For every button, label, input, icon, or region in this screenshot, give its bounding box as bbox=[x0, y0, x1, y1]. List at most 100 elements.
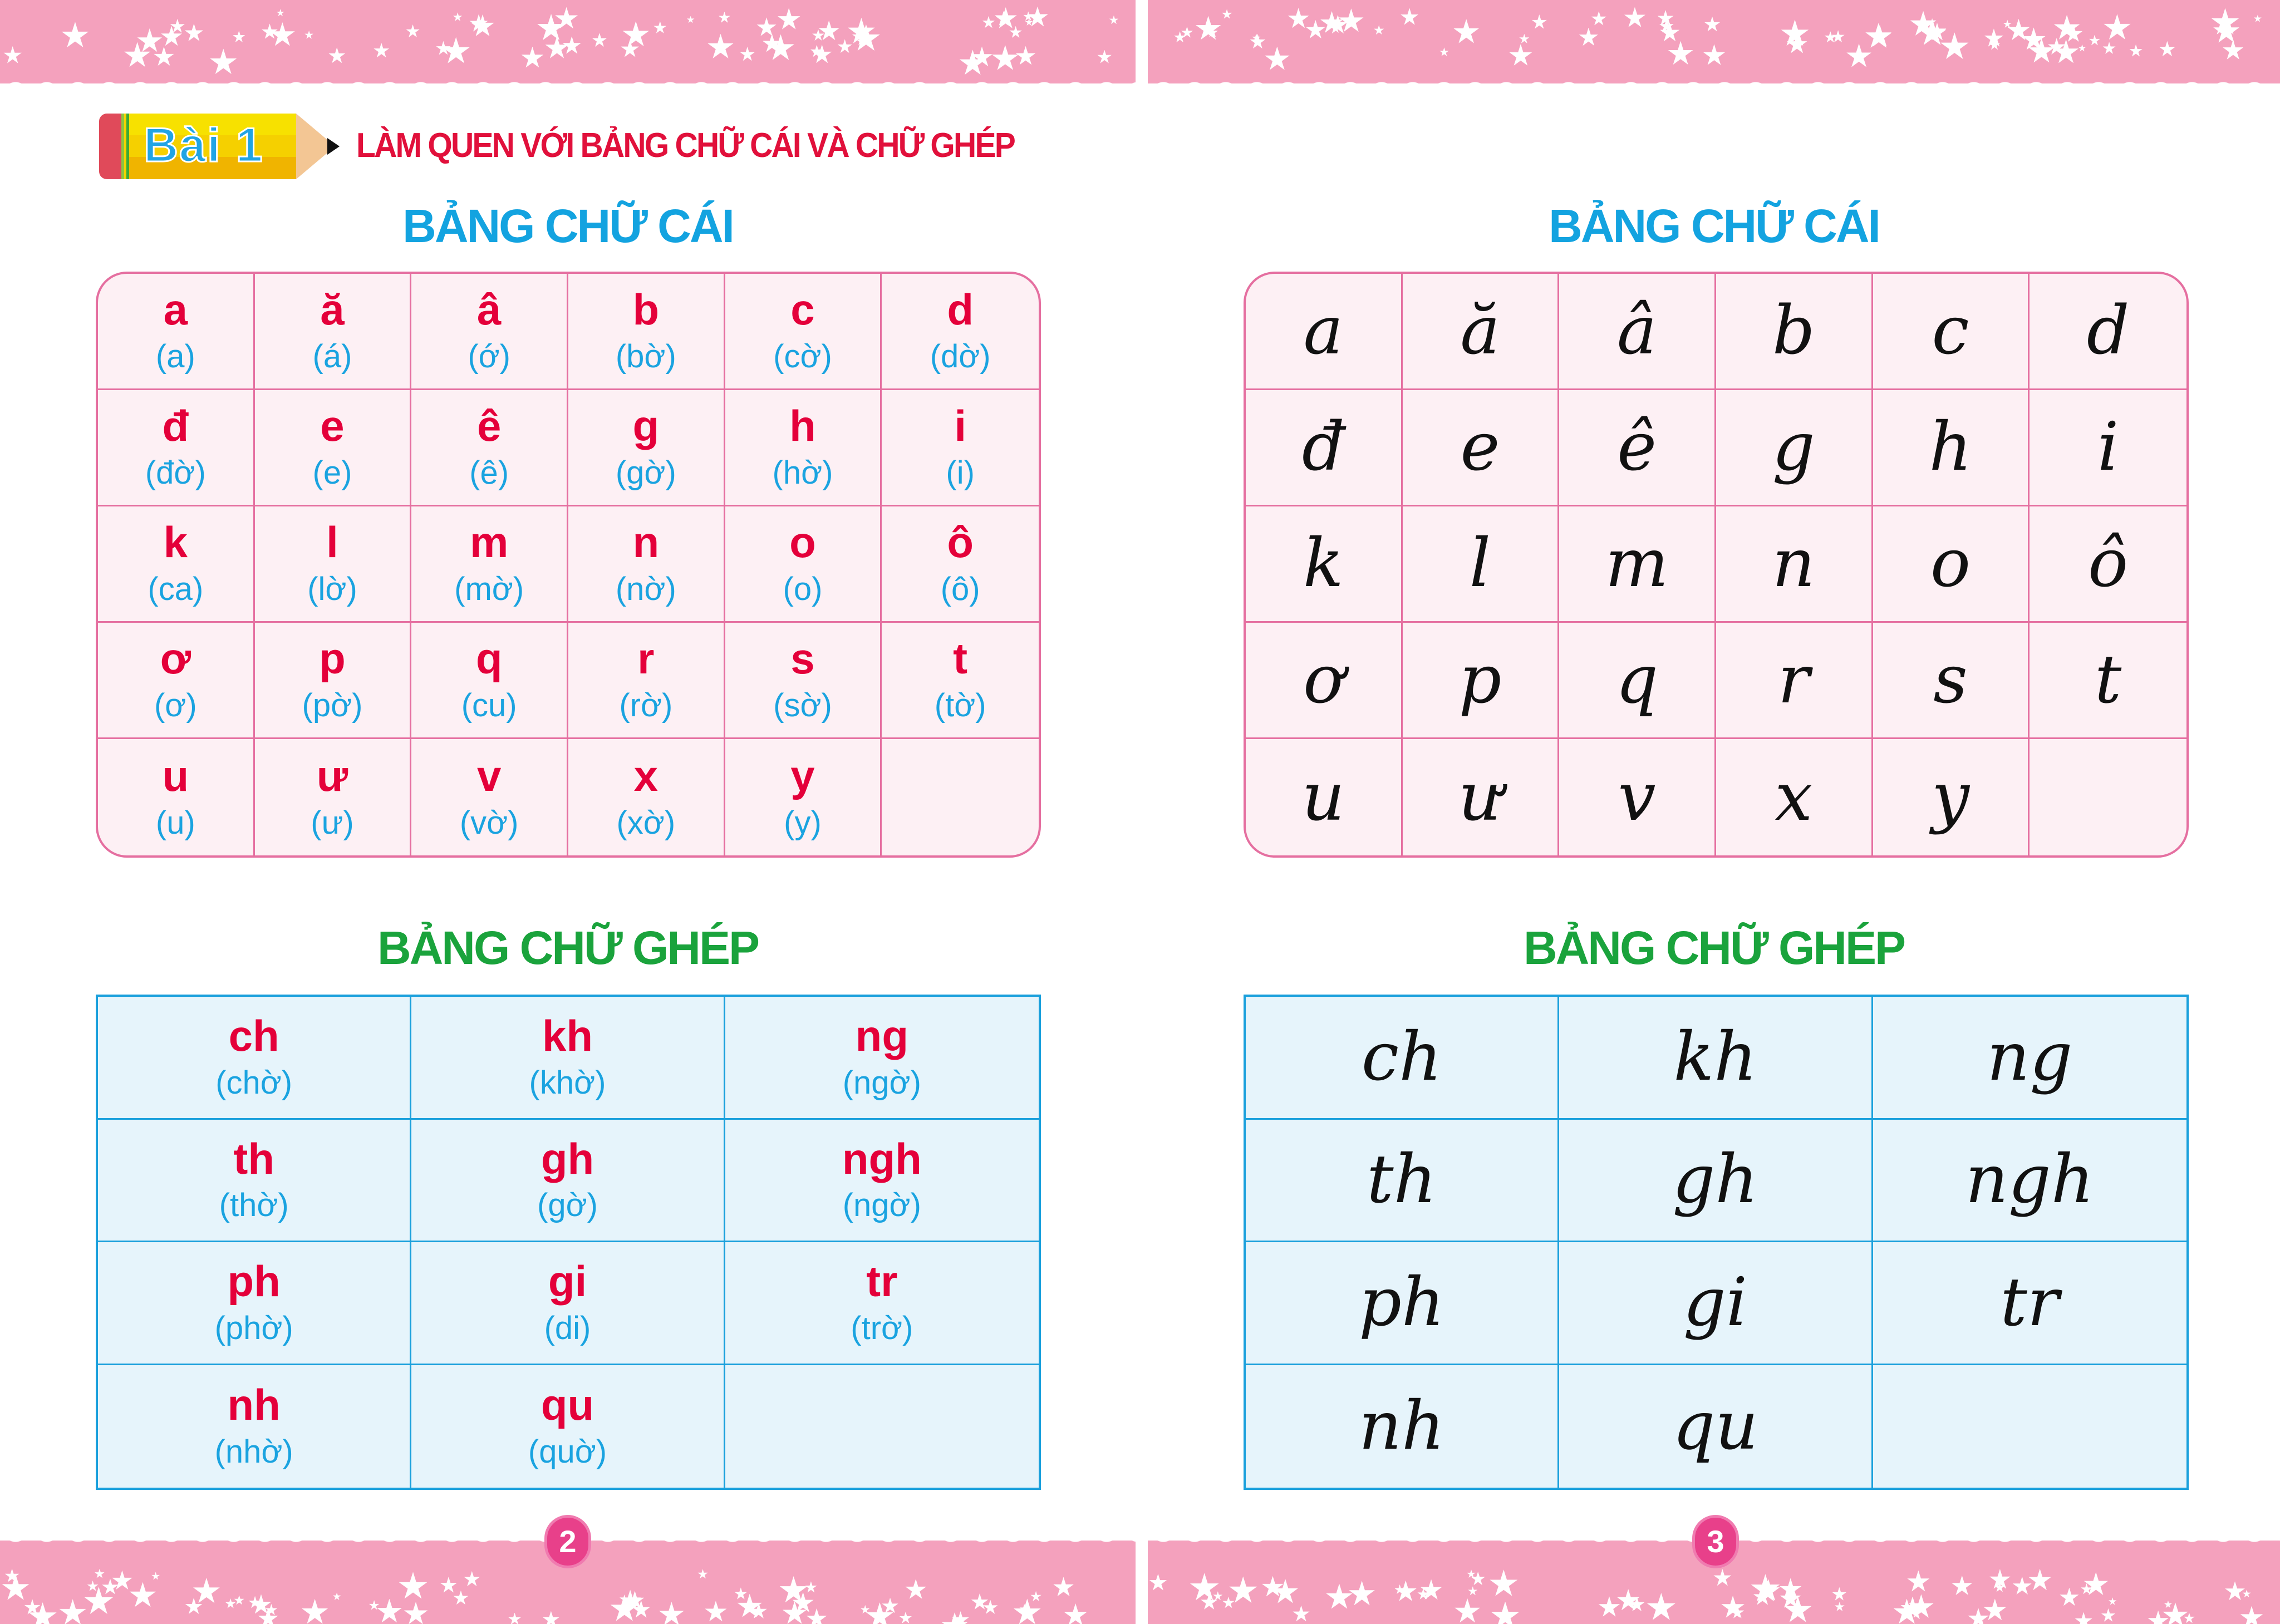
alphabet-cursive-letter: s bbox=[1933, 641, 1968, 719]
star-icon bbox=[1222, 9, 1232, 19]
digraph-pronunciation: (ngờ) bbox=[842, 1064, 921, 1101]
star-icon bbox=[258, 1608, 278, 1624]
star-icon bbox=[1305, 19, 1325, 38]
digraph-cell: tr bbox=[1873, 1242, 2186, 1365]
star-icon bbox=[1349, 1581, 1375, 1606]
star-icon bbox=[756, 17, 777, 36]
digraph-pronunciation: (phờ) bbox=[214, 1310, 293, 1346]
digraph-cell: qu bbox=[1559, 1365, 1873, 1488]
digraph-cursive-letter: th bbox=[1367, 1141, 1437, 1219]
alphabet-cell: a bbox=[1246, 274, 1403, 390]
alphabet-letter: ê bbox=[476, 401, 502, 451]
star-icon bbox=[621, 40, 639, 57]
star-icon bbox=[234, 1595, 244, 1605]
alphabet-cell: s (sờ) bbox=[725, 623, 882, 739]
alphabet-cell: a (a) bbox=[98, 274, 255, 390]
alphabet-cursive-letter: n bbox=[1772, 525, 1815, 602]
alphabet-letter: a bbox=[163, 285, 188, 334]
pencil-ring bbox=[121, 114, 129, 179]
digraph-pronunciation: (nhờ) bbox=[214, 1433, 293, 1470]
alphabet-cursive-letter: ă bbox=[1460, 292, 1500, 370]
alphabet-cell: o bbox=[1873, 506, 2030, 623]
star-icon bbox=[1030, 1591, 1041, 1601]
star-icon bbox=[102, 1578, 119, 1595]
digraph-pronunciation: (thờ) bbox=[219, 1187, 289, 1224]
alphabet-pronunciation: (ớ) bbox=[468, 338, 510, 375]
star-icon bbox=[440, 1577, 457, 1593]
star-icon bbox=[1865, 23, 1892, 48]
alphabet-cell: y (y) bbox=[725, 739, 882, 855]
alphabet-cell: x bbox=[1716, 739, 1873, 855]
alphabet-letter: y bbox=[790, 751, 815, 800]
star-icon bbox=[812, 29, 824, 41]
alphabet-cell: t bbox=[2030, 623, 2186, 739]
star-icon bbox=[1149, 1573, 1167, 1591]
alphabet-cell: q (cu) bbox=[411, 623, 568, 739]
pencil-body bbox=[129, 114, 296, 179]
alphabet-pronunciation: (a) bbox=[155, 338, 195, 375]
star-icon bbox=[2084, 1572, 2109, 1595]
star-icon bbox=[2184, 1612, 2195, 1623]
alphabet-cursive-letter: q bbox=[1615, 641, 1659, 719]
alphabet-letter: r bbox=[637, 634, 655, 683]
alphabet-cell: n bbox=[1716, 506, 1873, 623]
alphabet-cursive-letter: y bbox=[1932, 758, 1969, 836]
star-icon bbox=[982, 1600, 998, 1614]
star-icon bbox=[740, 46, 755, 61]
star-icon bbox=[154, 46, 174, 66]
star-icon bbox=[376, 1598, 402, 1623]
star-icon bbox=[184, 23, 203, 41]
alphabet-letter: i bbox=[954, 401, 966, 451]
star-icon bbox=[971, 1593, 989, 1610]
star-icon bbox=[1490, 1569, 1518, 1596]
digraph-heading: BẢNG CHỮ GHÉP bbox=[1523, 922, 1906, 974]
digraph-cursive-letter: kh bbox=[1673, 1018, 1757, 1096]
star-icon bbox=[1531, 14, 1547, 29]
alphabet-pronunciation: (ô) bbox=[940, 571, 980, 608]
star-icon bbox=[1713, 1569, 1732, 1586]
digraph-cell: ph bbox=[1246, 1242, 1560, 1365]
star-icon bbox=[1704, 16, 1721, 32]
star-icon bbox=[1647, 1593, 1675, 1620]
star-icon bbox=[2104, 14, 2131, 40]
cursive-digraph-table: ch kh ng th gh ngh ph gi tr nh qu bbox=[1244, 995, 2189, 1490]
star-icon bbox=[2129, 44, 2143, 57]
digraph-letter: gi bbox=[548, 1257, 587, 1306]
star-icon bbox=[1491, 1601, 1520, 1624]
alphabet-pronunciation: (mờ) bbox=[454, 571, 524, 608]
star-icon bbox=[2159, 41, 2175, 57]
star-icon bbox=[1846, 43, 1871, 67]
digraph-cursive-letter: ch bbox=[1361, 1018, 1442, 1096]
star-icon bbox=[2089, 35, 2100, 46]
alphabet-cell: ô (ô) bbox=[882, 506, 1039, 623]
digraph-cell: ch bbox=[1246, 997, 1560, 1120]
alphabet-cursive-letter: e bbox=[1460, 409, 1500, 486]
alphabet-cursive-letter: â bbox=[1616, 292, 1657, 370]
star-icon bbox=[806, 1608, 827, 1624]
digraph-cell: th bbox=[1246, 1119, 1560, 1242]
alphabet-pronunciation: (gờ) bbox=[615, 455, 676, 491]
star-icon bbox=[1668, 41, 1693, 65]
digraph-letter: tr bbox=[866, 1257, 898, 1306]
digraph-cell: ch (chờ) bbox=[98, 997, 412, 1120]
digraph-letter: th bbox=[233, 1134, 274, 1183]
star-icon bbox=[1015, 46, 1036, 65]
digraph-cursive-letter: qu bbox=[1672, 1387, 1758, 1465]
star-icon bbox=[1190, 1573, 1219, 1601]
alphabet-cell: v bbox=[1559, 739, 1716, 855]
alphabet-cell: h (hờ) bbox=[725, 390, 882, 506]
alphabet-pronunciation: (ư) bbox=[311, 804, 354, 841]
alphabet-cell: p (pờ) bbox=[254, 623, 412, 739]
star-icon bbox=[374, 42, 390, 58]
alphabet-pronunciation: (vờ) bbox=[459, 804, 519, 841]
alphabet-letter: s bbox=[790, 634, 815, 683]
star-icon bbox=[399, 1572, 428, 1599]
alphabet-cell: k bbox=[1246, 506, 1403, 623]
star-icon bbox=[818, 20, 839, 41]
star-icon bbox=[653, 21, 667, 33]
star-icon bbox=[1721, 1596, 1745, 1618]
alphabet-pronunciation: (xờ) bbox=[616, 804, 676, 841]
star-icon bbox=[1509, 44, 1532, 66]
digraph-cell: tr (trờ) bbox=[725, 1242, 1039, 1365]
star-icon bbox=[622, 21, 650, 47]
